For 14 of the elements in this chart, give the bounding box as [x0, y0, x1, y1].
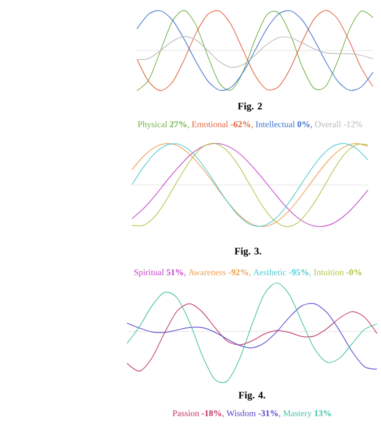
- text: Physical 27%,: [138, 121, 189, 130]
- text: Fig. 3.: [234, 247, 262, 257]
- text: Intellectual 0%,: [256, 121, 312, 128]
- text: Wisdom -31%,: [226, 410, 280, 418]
- text: Fig. 4.: [238, 391, 266, 401]
- text: Emotional -62%,: [192, 121, 253, 128]
- text: Awareness -92%,: [188, 269, 250, 276]
- text: Spiritual 51%,: [134, 269, 186, 277]
- text: Mastery 13%: [283, 410, 331, 418]
- text: Aesthetic -95%,: [253, 269, 311, 276]
- text: Overall -12%: [315, 121, 362, 128]
- text: Intuition -0%: [314, 269, 362, 276]
- text: Passion -18%,: [172, 410, 224, 418]
- text: Fig. 2: [238, 102, 262, 112]
